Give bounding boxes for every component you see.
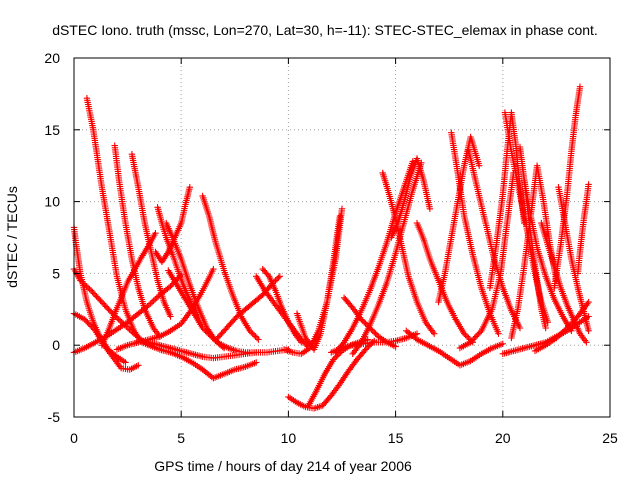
data-point-marks: [128, 151, 174, 320]
x-tick-label: 0: [70, 430, 78, 446]
data-series: [293, 212, 344, 353]
data-point-marks: [83, 95, 144, 345]
y-tick-label: 0: [52, 337, 60, 353]
data-point-marks: [574, 181, 592, 277]
data-point-marks: [152, 184, 193, 266]
data-series: [538, 219, 590, 346]
data-point-marks: [388, 155, 434, 241]
data-point-marks: [435, 133, 483, 306]
x-tick-label: 5: [177, 430, 185, 446]
data-series: [456, 169, 517, 352]
axis-ticks: 0 5 10 15 20 25 -5 0 5 10 15 20: [44, 50, 618, 446]
y-tick-label: 20: [44, 50, 60, 66]
data-point-marks: [456, 169, 517, 352]
chart-title: dSTEC Iono. truth (mssc, Lon=270, Lat=30…: [52, 22, 598, 38]
data-point-marks: [521, 176, 575, 334]
data-point-marks: [349, 159, 425, 357]
x-axis-label: GPS time / hours of day 214 of year 2006: [154, 458, 412, 474]
data-series: [145, 339, 292, 362]
data-series: [253, 273, 311, 350]
data-point-marks: [145, 339, 292, 362]
data-series: [349, 159, 425, 357]
y-tick-label: -5: [48, 409, 61, 425]
x-tick-label: 25: [602, 430, 618, 446]
data-point-marks: [98, 230, 159, 349]
data-point-marks: [199, 192, 262, 343]
data-point-marks: [538, 219, 590, 346]
data-series: [98, 230, 159, 349]
data-point-marks: [403, 327, 506, 369]
y-tick-label: 10: [44, 194, 60, 210]
data-series: [555, 184, 592, 334]
data-point-marks: [293, 212, 344, 353]
x-tick-label: 10: [281, 430, 297, 446]
data-series: [128, 151, 174, 320]
data-series: [199, 192, 262, 343]
data-series: [83, 95, 144, 345]
data-point-marks: [253, 273, 311, 350]
x-tick-label: 20: [495, 430, 511, 446]
data-series: [521, 176, 575, 334]
data-points: [70, 83, 592, 412]
plot-frame: [73, 57, 611, 418]
data-series: [285, 337, 378, 412]
y-tick-label: 15: [44, 122, 60, 138]
data-point-marks: [285, 337, 378, 412]
x-tick-label: 15: [388, 430, 404, 446]
data-series: [403, 327, 506, 369]
y-tick-label: 5: [52, 265, 60, 281]
y-axis-label: dSTEC / TECUs: [4, 186, 20, 288]
data-series: [152, 184, 193, 266]
data-series: [574, 181, 592, 277]
data-series: [111, 142, 163, 340]
data-point-marks: [555, 184, 592, 334]
data-series: [435, 133, 483, 306]
data-point-marks: [111, 142, 163, 340]
data-series: [388, 155, 434, 241]
